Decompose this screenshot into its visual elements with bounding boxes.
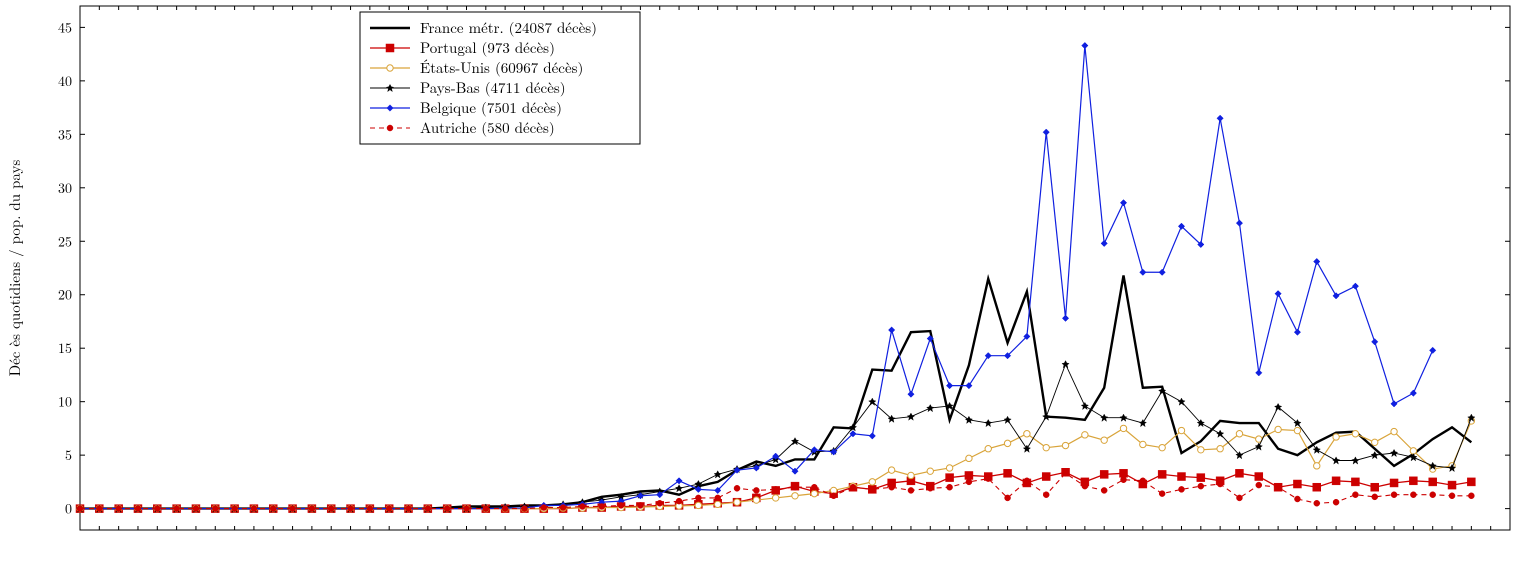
y-tick-label: 5 <box>65 445 72 465</box>
series-autriche <box>77 470 1474 511</box>
y-tick-label: 35 <box>58 124 72 144</box>
legend-label-france: France métr. (24087 décès) <box>420 17 597 38</box>
legend-label-belgique: Belgique (7501 décès) <box>420 97 562 118</box>
legend-label-portugal: Portugal (973 décès) <box>420 37 555 58</box>
legend-label-autriche: Autriche (580 décès) <box>420 117 555 138</box>
line-chart: 0 5 10 15 20 25 30 35 40 45 Déc ès quotidiens / po… <box>0 0 1532 568</box>
y-tick-label: 15 <box>58 338 72 358</box>
series-group <box>76 42 1475 512</box>
legend: France métr. (24087 décès)Portugal (973 … <box>360 12 640 144</box>
y-tick-label: 0 <box>65 499 72 519</box>
legend-label-usa: États-Unis (60967 décès) <box>420 57 583 78</box>
chart-container: 0 5 10 15 20 25 30 35 40 45 Déc ès quotidiens / po… <box>0 0 1532 568</box>
y-tick-label: 30 <box>58 178 72 198</box>
y-tick-label: 45 <box>58 17 72 37</box>
y-tick-label: 25 <box>58 231 72 251</box>
y-tick-label: 10 <box>58 392 72 412</box>
y-tick-label: 40 <box>58 71 72 91</box>
series-belgique <box>77 42 1436 511</box>
y-axis-label: Déc ès quotidiens / pop. du pays <box>4 160 25 377</box>
y-tick-label: 20 <box>58 285 72 305</box>
legend-label-paysbas: Pays-Bas (4711 décès) <box>420 77 566 98</box>
